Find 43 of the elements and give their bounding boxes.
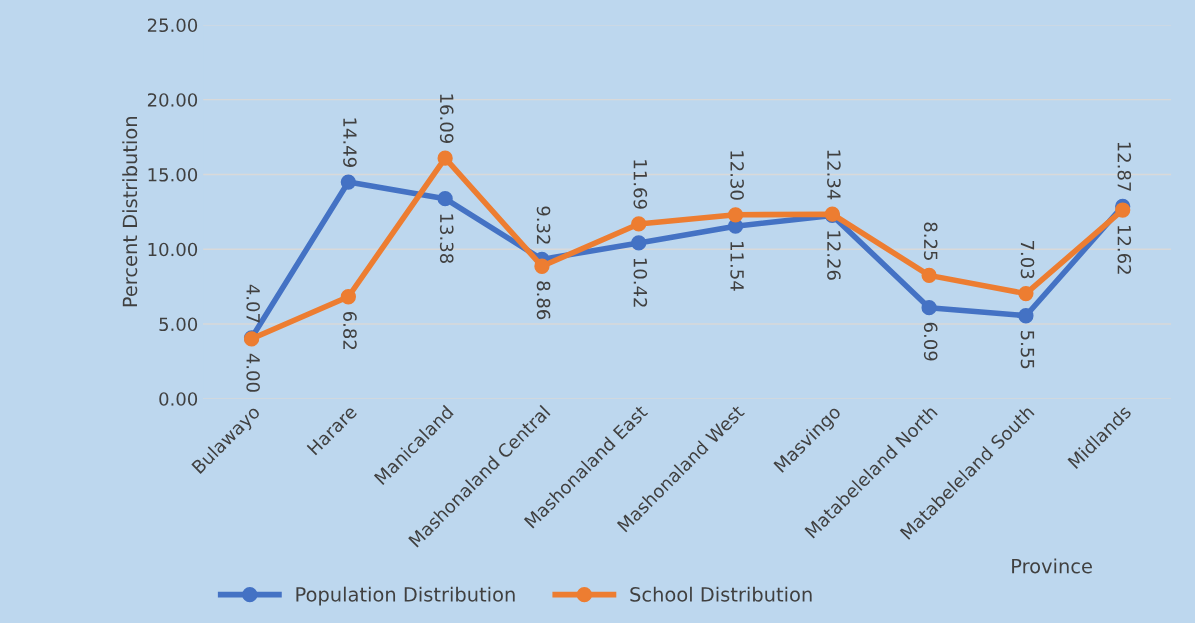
point [631, 235, 647, 251]
point [340, 289, 356, 305]
point [437, 150, 453, 166]
data-label: 4.07 [246, 284, 260, 323]
data-label: 13.38 [439, 214, 454, 264]
data-label: 8.25 [923, 222, 938, 260]
y-tick-label: 15.00 [148, 167, 198, 182]
y-axis-title: Percent Distribution [122, 117, 138, 307]
data-label: 5.55 [1020, 331, 1035, 369]
data-label: 12.34 [827, 150, 841, 200]
data-label: 16.09 [439, 94, 454, 143]
point [631, 216, 647, 232]
data-label: 6.09 [923, 322, 938, 361]
data-label: 12.87 [1117, 142, 1132, 191]
data-label: 14.49 [343, 118, 357, 167]
point [1115, 202, 1131, 218]
data-label: 10.42 [633, 258, 648, 307]
data-label: 4.00 [246, 353, 260, 392]
point [727, 207, 744, 223]
point [1018, 308, 1034, 324]
data-label: 12.30 [730, 151, 744, 200]
y-tick-label: 0.00 [159, 392, 198, 406]
y-tick-label: 20.00 [147, 93, 198, 107]
data-label: 9.32 [536, 206, 551, 244]
data-label: 11.69 [633, 160, 648, 209]
point [340, 174, 356, 190]
data-label: 11.54 [730, 242, 744, 291]
y-tick-label: 25.00 [147, 18, 198, 33]
point [534, 258, 550, 274]
point [1018, 285, 1034, 302]
point [437, 191, 453, 207]
point [921, 300, 937, 316]
y-tick-label: 10.00 [148, 242, 198, 257]
x-axis-title: Province [1012, 558, 1092, 574]
y-tick-label: 5.00 [159, 317, 198, 332]
point [921, 267, 937, 284]
data-label: 6.82 [343, 311, 357, 350]
legend-label: School Distribution [630, 586, 812, 602]
legend-label: Population Distribution [296, 586, 515, 606]
data-label: 8.86 [536, 281, 551, 320]
data-label: 12.62 [1117, 225, 1132, 274]
data-label: 12.26 [827, 231, 841, 280]
data-label: 7.03 [1020, 241, 1035, 279]
